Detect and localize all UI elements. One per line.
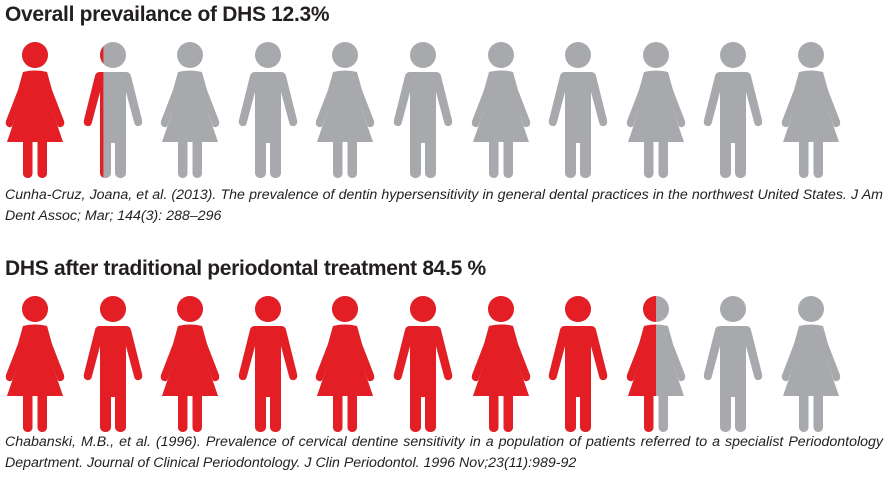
female-person-icon (626, 296, 685, 432)
female-person-icon (471, 42, 530, 178)
female-person-icon (160, 42, 220, 178)
person-icon (391, 40, 455, 180)
citation: Chabanski, M.B., et al. (1996). Prevalen… (5, 434, 883, 471)
person-icon-highlighted (158, 294, 222, 434)
male-person-icon (548, 42, 608, 178)
female-person-icon (781, 296, 841, 432)
person-icon (779, 294, 843, 434)
person-icon-highlighted (313, 294, 377, 434)
person-icon-highlighted (236, 294, 300, 434)
chart-title: DHS after traditional periodontal treatm… (5, 257, 486, 280)
pictograph-row (0, 294, 889, 434)
person-icon (469, 40, 533, 180)
female-person-icon (781, 42, 841, 178)
female-person-icon (316, 42, 375, 178)
person-icon-highlighted (391, 294, 455, 434)
male-person-icon (548, 296, 608, 432)
pictograph-row (0, 40, 889, 180)
person-icon (701, 294, 765, 434)
person-icon (313, 40, 377, 180)
person-icon (624, 40, 688, 180)
male-person-icon (83, 296, 142, 432)
person-icon-highlighted (81, 294, 145, 434)
female-person-icon (5, 296, 65, 432)
male-person-icon (393, 42, 453, 178)
person-icon-highlighted (3, 40, 67, 180)
female-person-icon (626, 42, 685, 178)
person-icon-highlighted (469, 294, 533, 434)
person-icon-partial (81, 40, 145, 180)
female-person-icon (160, 296, 220, 432)
citation: Cunha-Cruz, Joana, et al. (2013). The pr… (5, 187, 883, 224)
male-person-icon (704, 42, 763, 178)
person-icon (236, 40, 300, 180)
person-icon (546, 40, 610, 180)
person-icon-highlighted (546, 294, 610, 434)
person-icon (158, 40, 222, 180)
person-icon-partial (624, 294, 688, 434)
male-person-icon (393, 296, 453, 432)
person-icon (779, 40, 843, 180)
female-person-icon (316, 296, 375, 432)
male-person-icon (238, 296, 297, 432)
female-person-icon (471, 296, 530, 432)
chart-title: Overall prevailance of DHS 12.3% (5, 3, 330, 26)
female-person-icon (5, 42, 65, 178)
person-icon-highlighted (3, 294, 67, 434)
male-person-icon (83, 42, 142, 178)
person-icon (701, 40, 765, 180)
male-person-icon (704, 296, 763, 432)
male-person-icon (238, 42, 297, 178)
